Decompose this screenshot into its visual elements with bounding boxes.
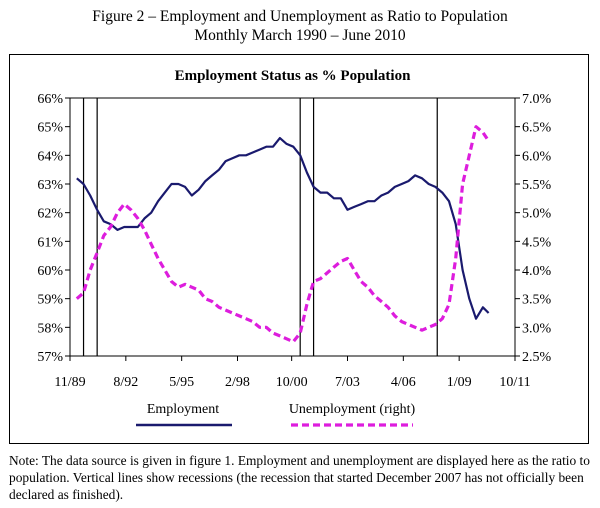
left-axis-tick-label: 57% <box>37 350 63 365</box>
right-axis-tick-label: 5.5% <box>522 178 552 193</box>
left-axis-tick-label: 61% <box>37 235 63 250</box>
left-axis-tick-label: 64% <box>37 149 63 164</box>
x-axis-tick-label: 10/00 <box>276 375 308 390</box>
right-axis-tick-label: 6.0% <box>522 149 552 164</box>
x-axis-tick-label: 1/09 <box>447 375 472 390</box>
legend-label-employment: Employment <box>147 402 219 417</box>
x-axis-tick-label: 8/92 <box>113 375 138 390</box>
right-axis-tick-label: 3.5% <box>522 293 552 308</box>
right-axis-tick-label: 5.0% <box>522 207 552 222</box>
employment-status-chart: Employment Status as % Population 57% 58% 5… <box>37 68 552 427</box>
left-axis-tick-label: 60% <box>37 264 63 279</box>
figure-title-line-2: Monthly March 1990 – June 2010 <box>194 27 406 44</box>
x-axis-tick-label: 10/11 <box>499 375 530 390</box>
left-axis-tick-label: 63% <box>37 178 63 193</box>
chart-title: Employment Status as % Population <box>175 68 412 84</box>
figure-note: Note: The data source is given in figure… <box>9 453 590 502</box>
left-axis-tick-label: 59% <box>37 293 63 308</box>
figure-title-line-1: Figure 2 – Employment and Unemployment a… <box>92 8 508 25</box>
left-axis-tick-label: 62% <box>37 207 63 222</box>
x-axis-tick-label: 11/89 <box>54 375 85 390</box>
right-axis-tick-label: 2.5% <box>522 350 552 365</box>
x-axis-tick-label: 2/98 <box>225 375 250 390</box>
right-axis-tick-label: 3.0% <box>522 321 552 336</box>
unemployment-series-line <box>75 125 490 344</box>
legend-label-unemployment: Unemployment (right) <box>289 402 416 417</box>
right-axis-tick-label: 6.5% <box>522 121 552 136</box>
right-axis-tick-label: 4.5% <box>522 235 552 250</box>
left-axis-tick-label: 58% <box>37 321 63 336</box>
right-axis-tick-label: 4.0% <box>522 264 552 279</box>
left-axis-tick-label: 66% <box>37 92 63 107</box>
x-axis-tick-label: 4/06 <box>391 375 416 390</box>
left-axis-tick-label: 65% <box>37 121 63 136</box>
x-axis-tick-label: 7/03 <box>335 375 360 390</box>
chart-frame: Employment Status as % Population 57% 58% 5… <box>9 54 589 444</box>
x-axis-tick-label: 5/95 <box>169 375 194 390</box>
right-axis-tick-label: 7.0% <box>522 92 552 107</box>
employment-series-line <box>76 136 490 320</box>
plot-area-border <box>69 97 516 357</box>
